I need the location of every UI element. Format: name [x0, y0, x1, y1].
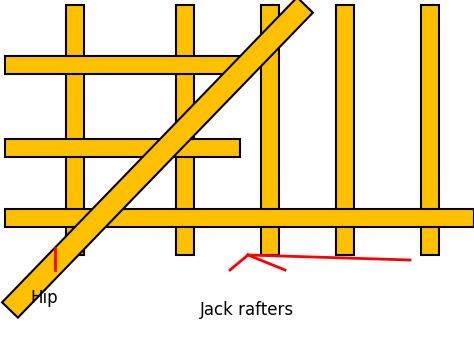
Bar — [421, 5, 439, 255]
Bar — [261, 5, 279, 255]
Bar — [5, 209, 474, 227]
Text: Hip: Hip — [30, 289, 58, 307]
Bar — [176, 5, 194, 255]
Polygon shape — [2, 0, 313, 318]
Bar — [336, 5, 354, 255]
Bar — [5, 56, 240, 74]
Bar — [5, 139, 240, 157]
Text: Jack rafters: Jack rafters — [200, 301, 294, 319]
Bar — [66, 5, 84, 255]
